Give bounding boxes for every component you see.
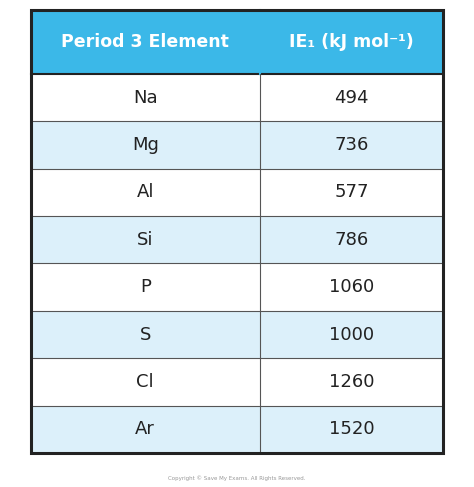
Text: 577: 577 xyxy=(334,184,369,202)
Text: 736: 736 xyxy=(334,136,369,154)
Text: Ar: Ar xyxy=(135,420,155,438)
Bar xyxy=(31,216,443,263)
Bar xyxy=(31,121,443,169)
Text: 494: 494 xyxy=(334,89,369,107)
Bar xyxy=(31,169,443,216)
Text: Si: Si xyxy=(137,231,154,249)
Text: Cl: Cl xyxy=(137,373,154,391)
Bar xyxy=(31,74,443,121)
Bar xyxy=(31,10,443,74)
Text: Mg: Mg xyxy=(132,136,159,154)
Text: 1260: 1260 xyxy=(328,373,374,391)
Text: 1520: 1520 xyxy=(328,420,374,438)
Text: P: P xyxy=(140,278,151,296)
Bar xyxy=(31,358,443,406)
Text: Al: Al xyxy=(137,184,154,202)
Text: 1060: 1060 xyxy=(329,278,374,296)
Text: IE₁ (kJ mol⁻¹): IE₁ (kJ mol⁻¹) xyxy=(289,33,414,51)
Bar xyxy=(31,263,443,311)
Text: Copyright © Save My Exams. All Rights Reserved.: Copyright © Save My Exams. All Rights Re… xyxy=(168,475,306,481)
Text: 1000: 1000 xyxy=(329,325,374,343)
Bar xyxy=(31,311,443,358)
Text: Period 3 Element: Period 3 Element xyxy=(61,33,229,51)
Bar xyxy=(31,10,443,453)
Text: Na: Na xyxy=(133,89,157,107)
Text: 786: 786 xyxy=(334,231,369,249)
Text: S: S xyxy=(139,325,151,343)
Bar xyxy=(31,406,443,453)
